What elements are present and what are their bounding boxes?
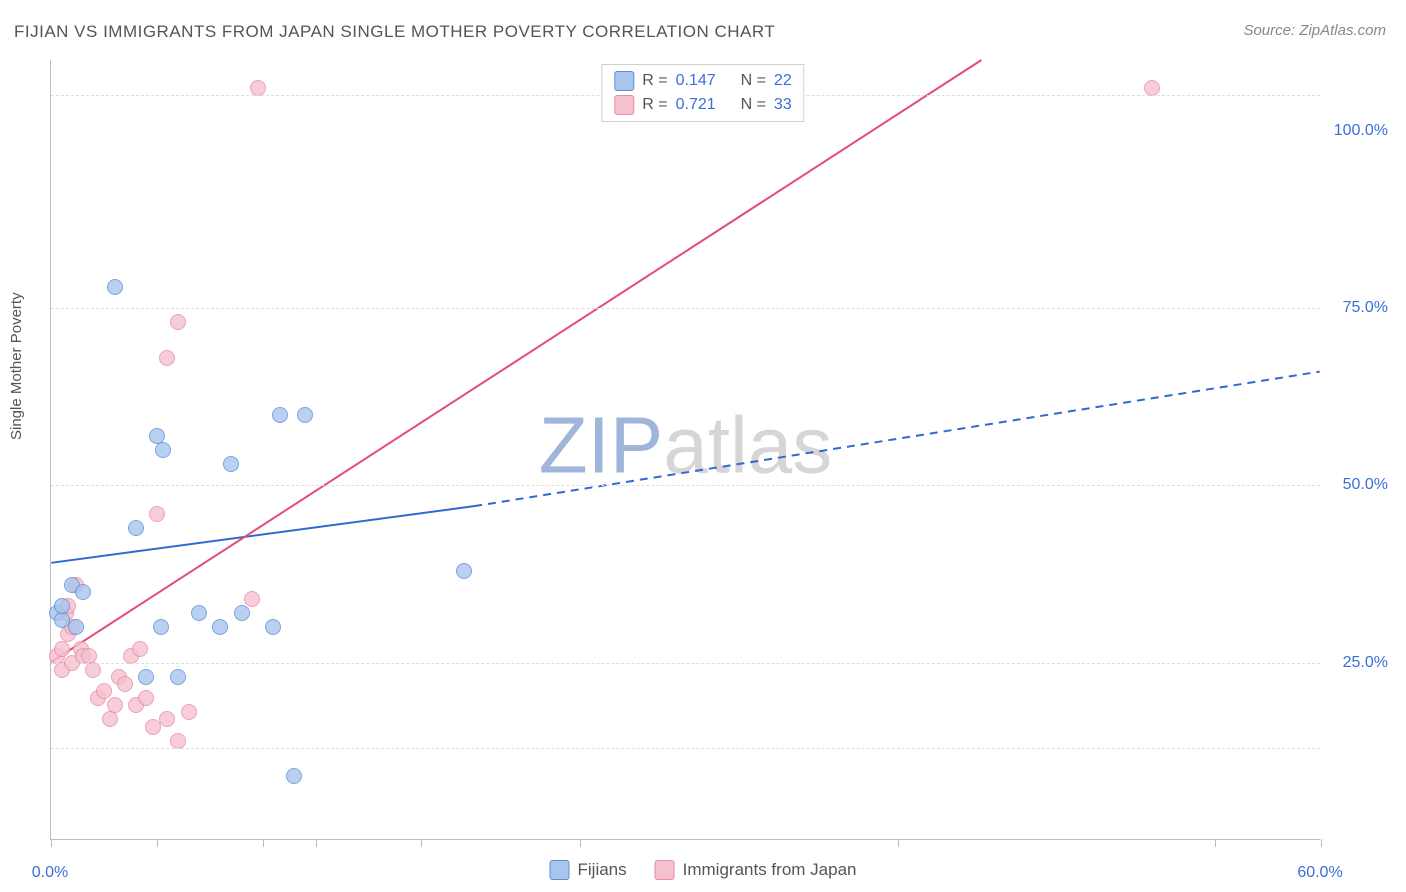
data-point: [250, 80, 266, 96]
data-point: [128, 520, 144, 536]
data-point: [75, 584, 91, 600]
y-tick-label: 100.0%: [1334, 122, 1388, 140]
legend-item-fijians: Fijians: [550, 860, 627, 880]
r-value-japan: 0.721: [676, 93, 716, 117]
data-point: [159, 711, 175, 727]
data-point: [212, 619, 228, 635]
data-point: [191, 605, 207, 621]
n-value-japan: 33: [774, 93, 792, 117]
n-label: N =: [741, 69, 766, 93]
data-point: [170, 669, 186, 685]
legend-label-japan: Immigrants from Japan: [683, 860, 857, 880]
data-point: [181, 704, 197, 720]
n-value-fijians: 22: [774, 69, 792, 93]
plot-area: ZIPatlas: [50, 60, 1320, 840]
data-point: [456, 563, 472, 579]
r-value-fijians: 0.147: [676, 69, 716, 93]
data-point: [145, 719, 161, 735]
data-point: [153, 619, 169, 635]
data-point: [149, 506, 165, 522]
stats-legend: R = 0.147 N = 22 R = 0.721 N = 33: [601, 64, 804, 122]
swatch-japan-icon: [655, 860, 675, 880]
data-point: [102, 711, 118, 727]
data-point: [54, 612, 70, 628]
data-point: [138, 690, 154, 706]
swatch-fijians: [614, 71, 634, 91]
data-point: [170, 314, 186, 330]
data-point: [54, 598, 70, 614]
data-point: [170, 733, 186, 749]
chart-title: FIJIAN VS IMMIGRANTS FROM JAPAN SINGLE M…: [14, 22, 775, 42]
legend-label-fijians: Fijians: [578, 860, 627, 880]
data-point: [1144, 80, 1160, 96]
y-tick-label: 50.0%: [1343, 476, 1388, 494]
scatter-points: [51, 60, 1320, 839]
data-point: [138, 669, 154, 685]
y-tick-label: 25.0%: [1343, 654, 1388, 672]
r-label: R =: [642, 93, 667, 117]
stats-row-fijians: R = 0.147 N = 22: [614, 69, 791, 93]
data-point: [159, 350, 175, 366]
data-point: [234, 605, 250, 621]
data-point: [223, 456, 239, 472]
r-label: R =: [642, 69, 667, 93]
swatch-japan: [614, 95, 634, 115]
data-point: [96, 683, 112, 699]
data-point: [68, 619, 84, 635]
x-tick-label: 0.0%: [32, 864, 68, 882]
data-point: [272, 407, 288, 423]
data-point: [107, 279, 123, 295]
data-point: [132, 641, 148, 657]
data-point: [297, 407, 313, 423]
y-axis-label: Single Mother Poverty: [8, 292, 25, 440]
data-point: [85, 662, 101, 678]
n-label: N =: [741, 93, 766, 117]
data-point: [265, 619, 281, 635]
y-tick-label: 75.0%: [1343, 299, 1388, 317]
swatch-fijians-icon: [550, 860, 570, 880]
data-point: [286, 768, 302, 784]
source-label: Source: ZipAtlas.com: [1243, 22, 1386, 39]
x-tick-label: 60.0%: [1297, 864, 1342, 882]
data-point: [54, 641, 70, 657]
data-point: [244, 591, 260, 607]
legend-item-japan: Immigrants from Japan: [655, 860, 857, 880]
data-point: [117, 676, 133, 692]
data-point: [155, 442, 171, 458]
stats-row-japan: R = 0.721 N = 33: [614, 93, 791, 117]
data-point: [107, 697, 123, 713]
series-legend: Fijians Immigrants from Japan: [550, 860, 857, 880]
